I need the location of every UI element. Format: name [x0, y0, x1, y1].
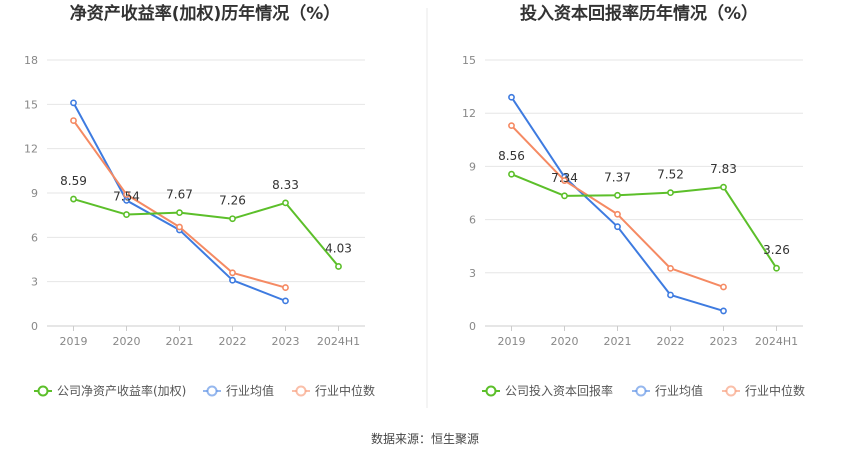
data-point-company	[282, 199, 289, 207]
legend-item-avg[interactable]: 行业均值	[203, 383, 274, 398]
x-tick-label: 2020	[551, 335, 579, 348]
chart-title: 投入资本回报率历年情况（%）	[520, 3, 758, 24]
chart-title: 净资产收益率(加权)历年情况（%）	[70, 3, 341, 24]
series-line-median	[510, 124, 724, 288]
series-line-avg	[72, 102, 286, 302]
x-tick-label: 2024H1	[755, 335, 798, 348]
data-label: 7.26	[219, 194, 246, 208]
data-point-avg	[667, 291, 674, 299]
data-point-median	[561, 177, 568, 184]
legend-marker	[485, 385, 497, 397]
legend-label: 公司净资产收益率(加权)	[57, 383, 186, 398]
data-label: 7.54	[113, 190, 140, 204]
y-tick-label: 15	[24, 98, 38, 111]
roic-chart: 投入资本回报率历年情况（%） 0 3 6 9 12 15 2019 2020 2021 2022 20…	[462, 3, 805, 398]
x-tick-label: 2023	[710, 335, 738, 348]
data-point-median	[70, 117, 77, 124]
data-point-median	[176, 223, 183, 231]
data-point-company	[561, 192, 568, 200]
legend-item-company[interactable]: 公司投入资本回报率	[482, 383, 613, 398]
data-point-avg	[70, 99, 77, 107]
y-tick-label: 12	[24, 143, 38, 156]
data-label: 8.59	[60, 174, 87, 188]
legend-item-company[interactable]: 公司净资产收益率(加权)	[34, 383, 186, 398]
data-point-median	[229, 269, 236, 277]
legend-label: 行业均值	[655, 383, 703, 398]
data-point-company	[229, 215, 236, 223]
y-tick-label: 0	[31, 320, 38, 333]
legend-marker	[206, 385, 218, 397]
data-point-company	[335, 263, 342, 270]
series-line-company	[73, 198, 340, 268]
x-tick-label: 2022	[657, 335, 685, 348]
legend-label: 行业中位数	[315, 383, 375, 398]
data-label: 7.67	[166, 188, 193, 202]
data-label: 7.34	[551, 171, 578, 185]
series-line-company	[511, 173, 778, 269]
y-tick-label: 3	[469, 267, 476, 280]
legend-label: 公司投入资本回报率	[505, 383, 613, 398]
x-tick-label: 2022	[219, 335, 247, 348]
data-point-company	[614, 191, 621, 199]
x-tick-label: 2021	[166, 335, 194, 348]
series-line-avg	[510, 96, 724, 312]
data-point-median	[282, 284, 289, 291]
y-tick-label: 6	[469, 214, 476, 227]
x-tick-label: 2019	[498, 335, 526, 348]
legend-marker	[725, 385, 737, 397]
data-point-avg	[614, 223, 621, 231]
data-point-median	[667, 264, 674, 272]
y-tick-label: 6	[31, 231, 38, 244]
legend-marker	[635, 385, 647, 397]
data-point-median	[614, 210, 621, 218]
data-point-avg	[720, 307, 727, 315]
data-label: 7.37	[604, 170, 631, 184]
data-point-avg	[508, 93, 515, 101]
y-tick-label: 3	[31, 276, 38, 289]
y-tick-label: 9	[31, 187, 38, 200]
legend-marker	[295, 385, 307, 397]
data-point-avg	[229, 276, 236, 284]
data-label: 8.33	[272, 178, 299, 192]
data-point-company	[667, 189, 674, 197]
data-point-company	[70, 195, 77, 203]
data-label: 3.26	[763, 243, 790, 257]
y-tick-label: 9	[469, 160, 476, 173]
data-label: 4.03	[325, 241, 352, 255]
x-tick-label: 2020	[113, 335, 141, 348]
legend-item-median[interactable]: 行业中位数	[292, 383, 375, 398]
roe-chart: 净资产收益率(加权)历年情况（%） 0 3 6 9 12 15 18 2019 2020 2021 2…	[24, 3, 375, 398]
data-point-avg	[282, 297, 289, 305]
legend-label: 行业均值	[226, 383, 274, 398]
data-label: 7.52	[657, 168, 684, 182]
x-tick-label: 2024H1	[317, 335, 360, 348]
x-tick-label: 2021	[604, 335, 632, 348]
legend-marker	[37, 385, 49, 397]
legend-item-avg[interactable]: 行业均值	[632, 383, 703, 398]
data-point-median	[720, 283, 727, 291]
data-point-company	[773, 264, 780, 272]
data-source-note: 数据来源：恒生聚源	[371, 431, 479, 446]
legend-label: 行业中位数	[745, 383, 805, 398]
data-point-company	[508, 170, 515, 178]
data-label: 7.83	[710, 162, 737, 176]
data-point-company	[720, 183, 727, 191]
legend-item-median[interactable]: 行业中位数	[722, 383, 805, 398]
y-tick-label: 15	[462, 54, 476, 67]
y-tick-label: 12	[462, 107, 476, 120]
data-point-median	[123, 191, 130, 198]
data-point-company	[176, 209, 183, 217]
series-line-median	[72, 120, 286, 289]
y-tick-label: 0	[469, 320, 476, 333]
data-label: 8.56	[498, 149, 525, 163]
y-tick-label: 18	[24, 54, 38, 67]
x-tick-label: 2019	[60, 335, 88, 348]
x-tick-label: 2023	[272, 335, 300, 348]
data-point-company	[123, 211, 130, 218]
data-point-median	[508, 122, 515, 130]
